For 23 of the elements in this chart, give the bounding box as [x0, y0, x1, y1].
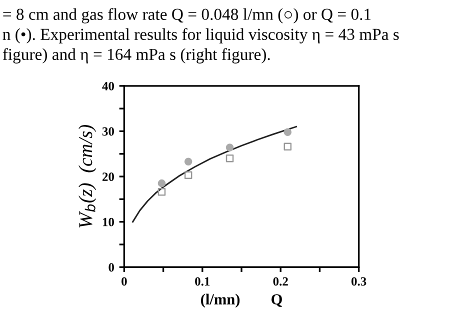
- y-tick-label: 0: [108, 263, 114, 272]
- point: [284, 142, 292, 151]
- point: [284, 128, 292, 136]
- x-tick-label: 0.1: [195, 277, 210, 286]
- line-series: [132, 126, 298, 223]
- x-axis-title: (l/mn) Q: [201, 294, 282, 308]
- point: [184, 171, 192, 180]
- text: figure) and η = 164 mPa s (right figure).: [2, 48, 270, 64]
- x-tick-label: 0.3: [351, 277, 366, 286]
- point: [158, 179, 166, 188]
- x-tick-label: 0.2: [273, 277, 288, 286]
- y-tick-label: 40: [102, 82, 114, 90]
- y-tick-label: 30: [102, 127, 114, 136]
- point: [226, 154, 234, 162]
- y-axis-title: W$_{b}$(z) (cm/s): [78, 124, 96, 228]
- point: [158, 188, 166, 196]
- text: n (•). Experimental results for liquid viscosity η = 43 mPa s: [2, 28, 399, 44]
- text: = 8 cm and gas flow rate Q = 0.048 l/mn (○) or Q = 0.1: [3, 8, 371, 24]
- x-tick-label: 0: [122, 277, 127, 286]
- y-tick-label: 20: [102, 172, 114, 181]
- y-tick-label: 10: [102, 218, 114, 226]
- point: [226, 144, 234, 152]
- point: [184, 158, 192, 166]
